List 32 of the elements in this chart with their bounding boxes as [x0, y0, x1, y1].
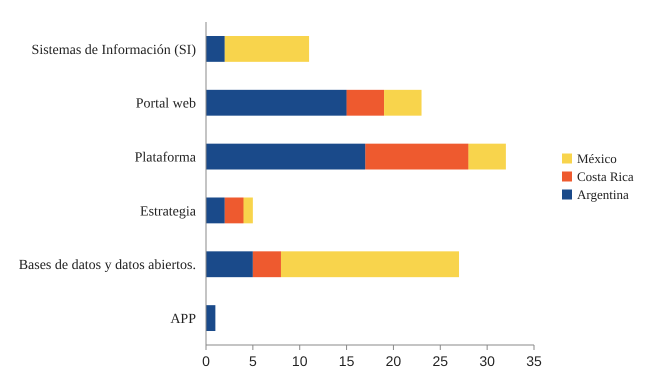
x-tick-label: 20 [386, 353, 402, 369]
bar [206, 36, 225, 62]
bar [206, 90, 347, 116]
y-tick-label: Plataforma [134, 150, 197, 166]
x-tick-label: 10 [292, 353, 308, 369]
bar [346, 90, 384, 116]
x-tick-label: 15 [338, 353, 355, 369]
bar [365, 144, 468, 170]
bar [243, 197, 253, 224]
legend-label: Costa Rica [577, 169, 634, 184]
bar [206, 251, 253, 278]
legend-label: México [577, 151, 617, 166]
legend-label: Argentina [577, 187, 629, 202]
x-tick-label: 0 [202, 353, 210, 369]
bar [224, 197, 244, 224]
bar [206, 144, 366, 170]
y-tick-label: APP [170, 312, 196, 327]
y-tick-label: Estrategia [140, 204, 197, 220]
x-tick-label: 5 [248, 353, 257, 369]
x-tick-label: 25 [432, 353, 448, 369]
bar [206, 305, 216, 332]
y-tick-label: Sistemas de Información (SI) [32, 42, 196, 58]
y-tick-label: Bases de datos y datos abiertos. [18, 258, 196, 274]
x-tick-label: 30 [479, 353, 496, 369]
x-tick-label: 35 [526, 353, 542, 369]
bar [384, 90, 422, 116]
bar [468, 144, 506, 170]
bar [280, 251, 460, 278]
bar [224, 36, 310, 62]
y-tick-label: Portal web [136, 96, 196, 112]
bar [252, 251, 281, 278]
bar [206, 197, 225, 224]
